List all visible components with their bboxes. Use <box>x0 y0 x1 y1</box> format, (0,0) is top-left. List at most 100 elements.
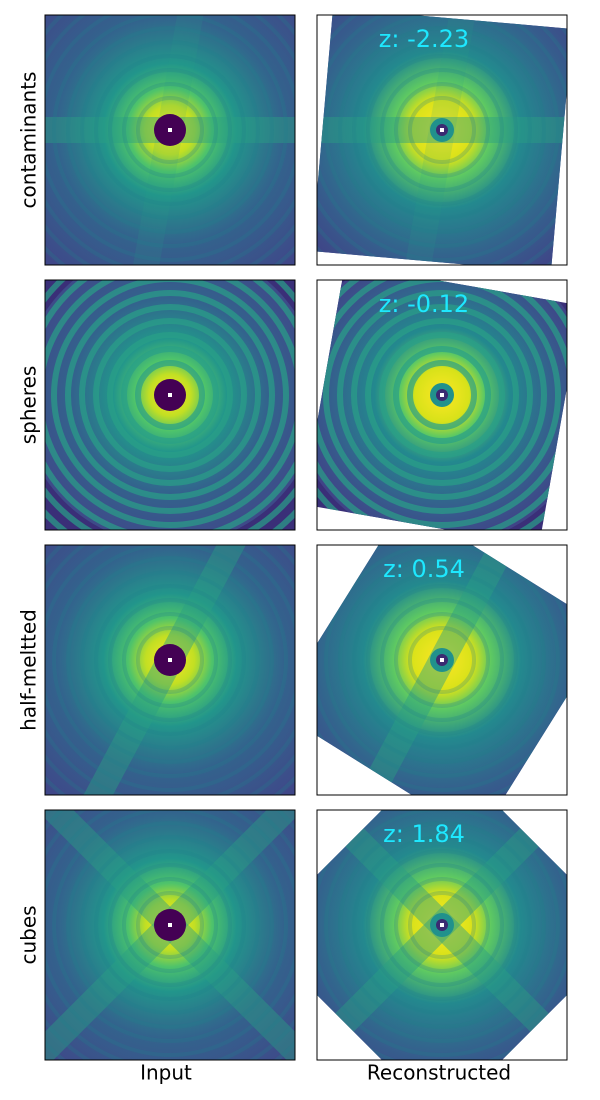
panel-frame <box>316 544 568 796</box>
ring <box>351 304 533 486</box>
streak <box>317 117 567 143</box>
ring <box>394 877 490 973</box>
ring <box>338 821 546 1029</box>
ring <box>393 346 491 444</box>
ring <box>352 835 532 1015</box>
ring <box>352 40 532 220</box>
panel-frame <box>316 279 568 531</box>
ring <box>80 835 260 1015</box>
ring <box>45 15 295 262</box>
z-annotation: z: -0.12 <box>379 290 469 318</box>
ring <box>366 54 518 206</box>
reconstructed-image <box>317 15 567 265</box>
center-dot <box>440 128 444 132</box>
reconstruction <box>317 810 567 1060</box>
row-label: cubes <box>17 905 41 964</box>
ring <box>317 280 567 528</box>
ring <box>338 556 546 764</box>
input-image <box>45 810 295 1060</box>
ring <box>324 545 560 778</box>
ring <box>408 891 476 959</box>
center-dot <box>168 393 172 397</box>
ring <box>136 626 204 694</box>
ring <box>80 40 260 220</box>
ring <box>317 810 567 1057</box>
ring <box>66 821 274 1029</box>
center-dot <box>440 393 444 397</box>
ring <box>94 584 246 736</box>
z-annotation: z: 1.84 <box>383 820 465 848</box>
ring <box>45 810 295 1057</box>
ring <box>122 877 218 973</box>
ring <box>66 26 274 234</box>
ring <box>366 849 518 1001</box>
ring <box>352 570 532 750</box>
ring <box>52 810 288 1043</box>
panel-frame <box>44 544 296 796</box>
ring <box>366 584 518 736</box>
ring <box>52 545 288 778</box>
input-image <box>45 15 295 265</box>
ring <box>108 598 232 722</box>
ring <box>365 318 519 472</box>
reconstructed-image <box>317 810 567 1060</box>
row-label: spheres <box>17 366 41 445</box>
z-annotation: z: -2.23 <box>379 25 469 53</box>
ring <box>79 304 261 486</box>
ring <box>337 290 547 500</box>
center-dot <box>168 658 172 662</box>
ring <box>394 82 490 178</box>
column-label: Reconstructed <box>367 1061 511 1085</box>
reconstruction <box>317 280 567 530</box>
row-label: contaminants <box>17 72 41 209</box>
ring <box>135 360 205 430</box>
ring <box>45 280 295 528</box>
ring <box>108 68 232 192</box>
ring <box>52 15 288 248</box>
ring <box>66 556 274 764</box>
panel-frame <box>44 14 296 266</box>
ring <box>108 863 232 987</box>
ring <box>324 810 560 1043</box>
ring <box>136 891 204 959</box>
center-dot <box>168 128 172 132</box>
ring <box>93 318 247 472</box>
center-dot <box>440 923 444 927</box>
z-annotation: z: 0.54 <box>383 555 465 583</box>
panel-frame <box>316 14 568 266</box>
input-image <box>45 545 295 795</box>
ring <box>317 545 567 792</box>
ring <box>379 332 505 458</box>
ring <box>380 598 504 722</box>
ring <box>323 280 561 514</box>
ring <box>324 15 560 248</box>
ring <box>408 626 476 694</box>
panel-frame <box>44 809 296 1061</box>
ring <box>408 96 476 164</box>
row-label: half-meltted <box>17 609 41 731</box>
panel-frame <box>44 279 296 531</box>
ring <box>80 570 260 750</box>
ring <box>136 96 204 164</box>
ring <box>122 82 218 178</box>
ring <box>338 26 546 234</box>
ring <box>107 332 233 458</box>
panel-frame <box>316 809 568 1061</box>
ring <box>317 15 567 262</box>
ring <box>407 360 477 430</box>
ring <box>380 863 504 987</box>
column-label: Input <box>140 1061 192 1085</box>
ring <box>121 346 219 444</box>
center-dot <box>168 923 172 927</box>
ring <box>94 54 246 206</box>
ring <box>122 612 218 708</box>
ring <box>51 280 289 514</box>
ring <box>394 612 490 708</box>
ring <box>380 68 504 192</box>
ring <box>94 849 246 1001</box>
reconstructed-image <box>317 280 567 530</box>
input-image <box>45 280 295 530</box>
ring <box>45 545 295 792</box>
center-dot <box>440 658 444 662</box>
